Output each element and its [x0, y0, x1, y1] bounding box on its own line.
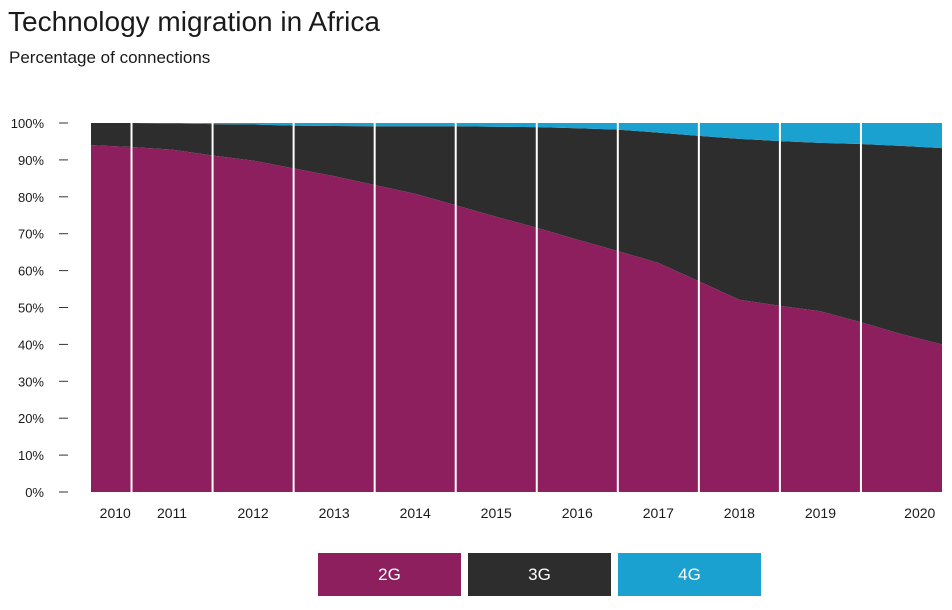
- legend-label-4g: 4G: [678, 564, 701, 584]
- x-tick-label: 2017: [643, 505, 674, 521]
- y-tick-label: 10%: [18, 448, 44, 463]
- y-tick-label: 90%: [18, 153, 44, 168]
- y-tick-label: 80%: [18, 190, 44, 205]
- y-tick-label: 0%: [25, 485, 44, 500]
- x-tick-label: 2019: [805, 505, 836, 521]
- legend: 2G 3G 4G: [318, 553, 761, 596]
- y-tick-label: 30%: [18, 374, 44, 389]
- series-area-2g: [91, 145, 942, 492]
- y-tick-label: 20%: [18, 411, 44, 426]
- y-tick-label: 40%: [18, 337, 44, 352]
- series-area-3g: [91, 123, 942, 345]
- y-tick-label: 70%: [18, 227, 44, 242]
- series-area-4g: [91, 123, 942, 149]
- x-tick-label: 2018: [724, 505, 755, 521]
- x-tick-label: 2014: [400, 505, 431, 521]
- x-tick-label: 2015: [481, 505, 512, 521]
- x-tick-label: 2016: [562, 505, 593, 521]
- legend-label-2g: 2G: [378, 564, 401, 584]
- chart-area: 0% 10% 20% 30% 40% 50% 60% 70% 80% 90% 100% 2010 201…: [11, 116, 942, 521]
- x-tick-label: 2010: [100, 505, 131, 521]
- chart-subtitle: Percentage of connections: [9, 48, 211, 67]
- x-tick-label: 2020: [904, 505, 935, 521]
- x-tick-label: 2013: [319, 505, 350, 521]
- y-tick-label: 60%: [18, 264, 44, 279]
- y-tick-label: 100%: [11, 116, 45, 131]
- legend-label-3g: 3G: [528, 564, 551, 584]
- x-tick-label: 2012: [238, 505, 269, 521]
- chart-title: Technology migration in Africa: [8, 6, 380, 37]
- legend-item-2g: 2G: [318, 553, 461, 596]
- legend-item-3g: 3G: [468, 553, 611, 596]
- x-tick-label: 2011: [157, 505, 187, 521]
- y-tick-label: 50%: [18, 301, 44, 316]
- legend-item-4g: 4G: [618, 553, 761, 596]
